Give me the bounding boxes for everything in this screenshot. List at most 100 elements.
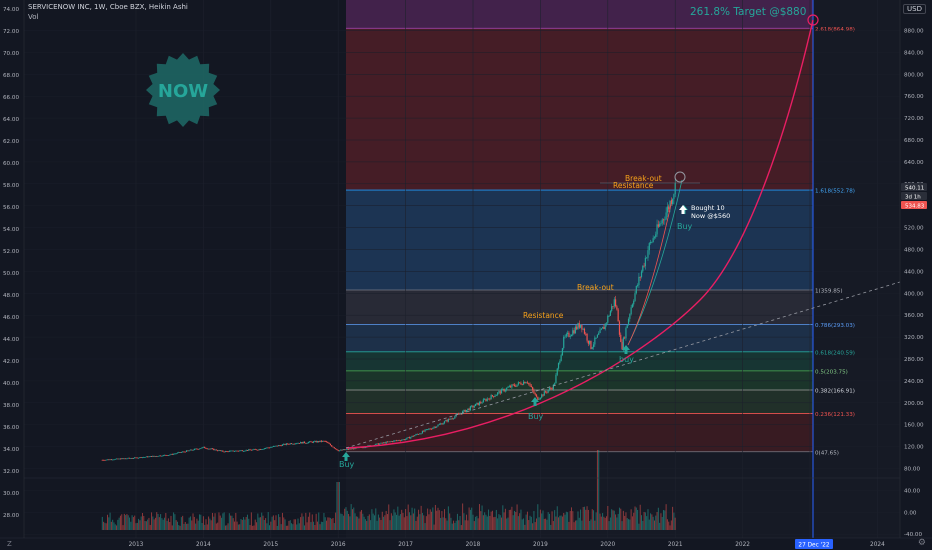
volume-bar xyxy=(580,509,582,530)
volume-bar xyxy=(525,514,527,530)
volume-bar xyxy=(140,516,142,530)
volume-bar xyxy=(659,522,661,530)
candle-body xyxy=(428,428,430,430)
candle-body xyxy=(362,447,364,449)
candle-body xyxy=(447,418,449,422)
volume-bar xyxy=(276,525,278,530)
candle-body xyxy=(612,306,614,307)
candle-body xyxy=(661,219,663,224)
candle-body xyxy=(154,456,157,457)
buy-label: Buy xyxy=(339,460,355,469)
candle-body xyxy=(473,406,475,408)
candle-body xyxy=(206,448,208,450)
volume-bar xyxy=(243,517,245,530)
volume-bar xyxy=(236,521,238,530)
candle-body xyxy=(388,441,390,443)
volume-bar xyxy=(548,513,550,530)
volume-bar xyxy=(340,513,342,530)
candle-body xyxy=(182,451,184,453)
candle-body xyxy=(296,443,298,445)
candle-body xyxy=(117,458,119,460)
candle-body xyxy=(288,444,290,445)
currency-label[interactable]: USD xyxy=(903,4,926,14)
volume-bar xyxy=(176,521,178,530)
buy-label: Buy xyxy=(677,222,693,231)
candle-body xyxy=(232,450,234,452)
resistance-label: Resistance xyxy=(523,311,564,320)
candle-body xyxy=(621,341,623,350)
candle-body xyxy=(337,450,339,452)
volume-bar xyxy=(523,518,525,530)
candle-body xyxy=(105,459,107,461)
candle-body xyxy=(213,448,215,451)
candle-body xyxy=(407,437,409,438)
volume-bar xyxy=(380,520,382,530)
candle-body xyxy=(464,409,466,413)
volume-bar xyxy=(613,510,615,530)
left-tick-label: 28.00 xyxy=(3,513,19,519)
volume-bar xyxy=(589,521,591,530)
candle-body xyxy=(327,442,329,444)
volume-bar xyxy=(498,514,500,530)
candle-body xyxy=(306,442,308,444)
candle-body xyxy=(569,336,571,337)
candle-body xyxy=(287,443,289,445)
volume-bar xyxy=(327,517,329,530)
candle-body xyxy=(382,442,385,444)
candle-body xyxy=(293,443,295,445)
candle-body xyxy=(265,448,267,449)
candle-body xyxy=(666,206,669,213)
volume-bar xyxy=(482,515,484,530)
volume-bar xyxy=(583,506,585,530)
candle-body xyxy=(227,451,229,453)
volume-bar xyxy=(201,522,203,530)
candle-body xyxy=(543,391,545,396)
volume-bar xyxy=(129,517,131,530)
candle-body xyxy=(156,456,158,457)
volume-bar xyxy=(259,517,261,530)
price-tag: 3d 1h xyxy=(905,195,921,201)
volume-bar xyxy=(371,509,373,530)
candle-body xyxy=(662,219,665,221)
volume-bar xyxy=(407,504,409,530)
candle-body xyxy=(425,429,427,431)
candle-body xyxy=(546,392,548,394)
candle-body xyxy=(604,323,606,330)
volume-bar xyxy=(618,507,620,530)
candle-body xyxy=(144,456,146,458)
candle-body xyxy=(607,315,609,323)
volume-bar xyxy=(501,517,503,530)
candle-body xyxy=(513,384,516,386)
candle-body xyxy=(214,449,216,451)
settings-gear-icon[interactable]: ⚙ xyxy=(917,538,926,548)
candle-body xyxy=(272,446,274,447)
candle-body xyxy=(424,429,426,432)
symbol-compare-icon[interactable]: Z xyxy=(7,540,12,548)
candle-body xyxy=(534,393,536,395)
volume-bar xyxy=(301,513,303,530)
grid xyxy=(24,0,900,538)
candle-body xyxy=(250,449,252,451)
price-tag: 540.11 xyxy=(905,186,924,192)
volume-bar xyxy=(221,517,223,530)
volume-bar xyxy=(154,517,156,530)
volume-bar xyxy=(213,516,215,530)
volume-bar xyxy=(205,519,207,530)
candle-body xyxy=(609,311,611,316)
volume-bar xyxy=(434,504,436,530)
volume-bar xyxy=(253,525,255,530)
price-tag-bg xyxy=(901,201,927,209)
candle-body xyxy=(311,441,313,443)
candle-body xyxy=(163,454,166,456)
candle-body xyxy=(285,443,287,445)
volume-bar xyxy=(182,515,184,530)
candle-body xyxy=(236,450,238,452)
volume-bar xyxy=(314,525,316,530)
candle-body xyxy=(303,441,306,443)
candle-body xyxy=(162,455,164,456)
candle-body xyxy=(106,459,109,461)
candle-body xyxy=(266,447,268,449)
volume-bar xyxy=(565,511,567,530)
